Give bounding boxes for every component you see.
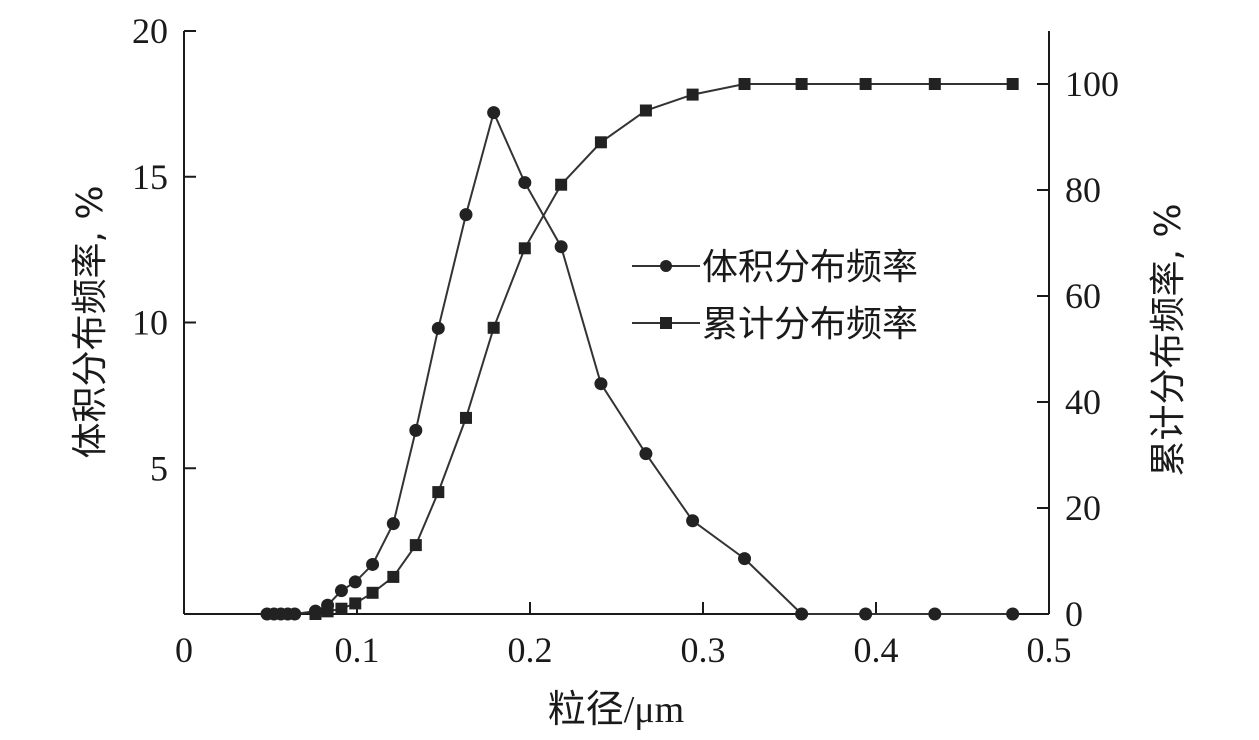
- data-point-volume: [518, 176, 532, 190]
- x-tick-label: 0.1: [335, 630, 380, 670]
- data-point-volume: [795, 607, 809, 621]
- y-right-tick-label: 40: [1065, 382, 1101, 422]
- y-right-tick-label: 0: [1065, 594, 1083, 634]
- data-point-cumulative: [387, 570, 400, 583]
- x-axis-label: 粒径/μm: [548, 689, 685, 731]
- legend-marker-square: [660, 317, 672, 329]
- series-layer: [260, 78, 1020, 621]
- data-point-volume: [459, 208, 473, 222]
- data-point-cumulative: [487, 321, 500, 334]
- data-point-volume: [409, 423, 423, 437]
- x-tick-label: 0: [175, 630, 193, 670]
- x-tick-label: 0.2: [508, 630, 553, 670]
- tick-labels: 0 0.1 0.2 0.3 0.4 0.5 5 10 15 20 0 20 40 60 80 100: [132, 11, 1119, 670]
- data-point-cumulative: [795, 78, 808, 90]
- y-left-tick-label: 15: [132, 157, 168, 197]
- data-point-volume: [487, 106, 501, 120]
- data-point-cumulative: [928, 78, 941, 90]
- data-point-volume: [386, 517, 400, 531]
- data-point-volume: [686, 514, 700, 528]
- left-y-axis-label: 体积分布频率, %: [70, 185, 111, 458]
- data-point-volume: [928, 607, 942, 621]
- data-point-cumulative: [859, 78, 872, 90]
- data-point-cumulative: [349, 597, 362, 610]
- data-point-cumulative: [738, 78, 751, 90]
- legend: 体积分布频率 累计分布频率: [632, 247, 918, 345]
- legend-item-volume: 体积分布频率: [632, 247, 918, 288]
- data-point-cumulative: [594, 136, 607, 149]
- data-point-volume: [639, 447, 653, 461]
- data-point-cumulative: [555, 178, 568, 191]
- data-point-volume: [859, 607, 873, 621]
- data-point-cumulative: [335, 602, 348, 615]
- series-line-volume: [267, 109, 1013, 615]
- data-point-volume: [366, 557, 380, 571]
- legend-item-cumulative: 累计分布频率: [632, 304, 918, 345]
- y-left-tick-label: 10: [132, 303, 168, 343]
- legend-marker-circle: [660, 260, 672, 272]
- ticks: [184, 30, 1049, 614]
- data-point-cumulative: [686, 88, 699, 101]
- data-point-cumulative: [366, 586, 379, 599]
- data-point-volume: [738, 552, 752, 566]
- data-point-cumulative: [309, 608, 322, 620]
- data-point-volume: [594, 377, 608, 391]
- data-point-volume: [348, 575, 362, 589]
- data-point-cumulative: [459, 411, 472, 424]
- x-tick-label: 0.5: [1027, 630, 1072, 670]
- data-point-volume: [334, 584, 348, 598]
- y-right-tick-label: 20: [1065, 488, 1101, 528]
- data-point-cumulative: [639, 104, 652, 117]
- y-right-tick-label: 60: [1065, 276, 1101, 316]
- right-y-axis-label: 累计分布频率, %: [1148, 203, 1189, 476]
- data-point-cumulative: [432, 486, 445, 499]
- data-point-cumulative: [409, 539, 422, 552]
- data-point-volume: [554, 240, 568, 254]
- data-point-volume: [1006, 607, 1020, 621]
- axes: [183, 31, 1050, 615]
- data-point-volume: [431, 321, 445, 335]
- x-tick-label: 0.4: [854, 630, 899, 670]
- legend-label-cumulative: 累计分布频率: [702, 304, 918, 345]
- x-tick-label: 0.3: [681, 630, 726, 670]
- y-right-tick-label: 80: [1065, 170, 1101, 210]
- data-point-cumulative: [321, 605, 334, 618]
- data-point-cumulative: [518, 242, 531, 255]
- y-left-tick-label: 20: [132, 11, 168, 51]
- data-point-volume: [288, 607, 302, 621]
- y-right-tick-label: 100: [1065, 64, 1119, 104]
- series-line-cumulative: [315, 83, 1013, 615]
- legend-label-volume: 体积分布频率: [702, 247, 918, 288]
- data-point-cumulative: [1006, 78, 1019, 90]
- y-left-tick-label: 5: [150, 448, 168, 488]
